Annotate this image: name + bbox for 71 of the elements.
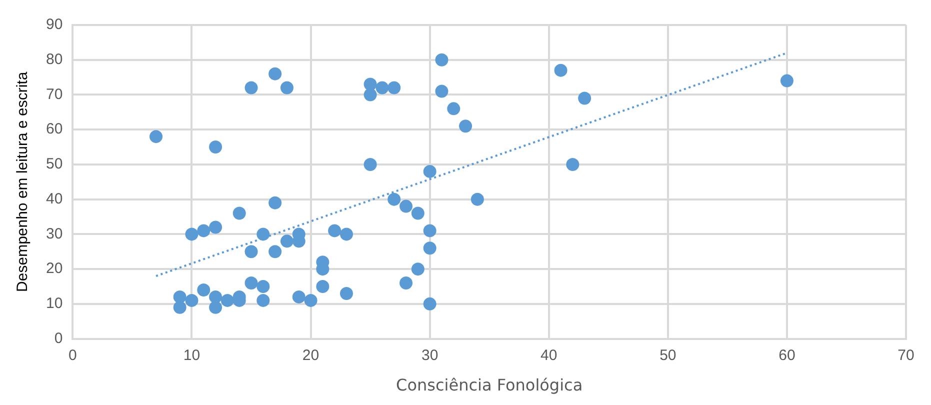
point — [220, 294, 234, 307]
point — [423, 242, 436, 255]
point — [328, 224, 342, 238]
point — [268, 245, 282, 258]
point — [209, 140, 222, 154]
y-axis-title: Desempenho em leitura e escrita — [14, 71, 32, 292]
x-tick-label: 70 — [898, 346, 914, 364]
point — [280, 81, 294, 94]
point — [364, 88, 377, 102]
point — [209, 220, 222, 234]
point — [423, 297, 436, 310]
point — [256, 294, 270, 307]
point — [578, 92, 592, 105]
point — [423, 164, 436, 178]
x-tick-label: 40 — [540, 346, 558, 364]
point — [292, 290, 306, 304]
point — [459, 120, 472, 133]
x-axis-title: Consciência Fonológica — [396, 376, 583, 395]
x-tick-label: 30 — [421, 346, 438, 364]
y-tick-label: 20 — [46, 260, 63, 278]
y-tick-label: 40 — [46, 190, 63, 208]
y-tick-label: 70 — [46, 86, 63, 103]
point — [185, 294, 198, 307]
point — [400, 200, 413, 213]
point — [256, 280, 270, 293]
point — [197, 224, 210, 238]
point — [304, 294, 318, 307]
point — [209, 290, 222, 304]
point — [268, 67, 282, 80]
point — [388, 81, 401, 94]
point — [244, 245, 258, 258]
point — [173, 300, 186, 314]
point — [244, 276, 258, 290]
point — [780, 74, 794, 88]
y-tick-label: 90 — [46, 16, 63, 34]
y-tick-label: 60 — [46, 120, 63, 138]
point — [435, 53, 448, 66]
point — [447, 102, 460, 116]
point — [256, 228, 270, 241]
y-tick-label: 10 — [46, 295, 63, 312]
x-tick-label: 60 — [778, 346, 796, 364]
point — [376, 81, 389, 94]
point — [340, 228, 353, 241]
point — [411, 206, 424, 220]
point — [244, 81, 258, 94]
point — [423, 224, 436, 238]
point — [566, 158, 580, 171]
point — [400, 276, 413, 290]
point — [316, 280, 330, 293]
point — [150, 130, 163, 144]
x-tick-label: 50 — [660, 346, 676, 364]
point — [232, 206, 246, 220]
point — [209, 300, 222, 314]
point — [185, 228, 198, 241]
y-tick-label: 30 — [46, 225, 63, 242]
point — [554, 64, 568, 77]
point — [411, 262, 424, 276]
point — [340, 286, 353, 300]
x-tick-label: 0 — [68, 346, 77, 364]
x-tick-label: 10 — [183, 346, 200, 364]
point — [268, 196, 282, 210]
point — [470, 192, 484, 206]
y-tick-label: 80 — [46, 51, 63, 68]
point — [280, 234, 294, 248]
x-tick-label: 20 — [302, 346, 320, 364]
point — [435, 84, 448, 98]
y-tick-label: 50 — [46, 156, 63, 173]
point — [364, 158, 377, 171]
y-tick-label: 0 — [54, 330, 63, 347]
point — [388, 192, 401, 206]
point — [197, 283, 210, 296]
